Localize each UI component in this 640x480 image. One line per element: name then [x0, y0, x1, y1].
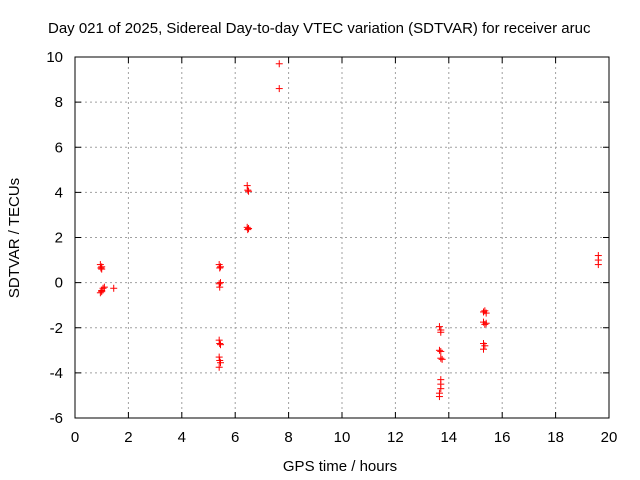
x-tick-label: 12	[387, 429, 404, 446]
data-point-plus	[435, 346, 443, 354]
x-tick-label: 0	[71, 429, 79, 446]
y-tick-label: 4	[55, 184, 63, 201]
y-tick-label: 8	[55, 94, 63, 111]
y-tick-label: -6	[50, 410, 63, 427]
data-point-plus	[217, 359, 225, 367]
x-tick-labels: 0 2 4 6 8 10 12 14 16 18 20	[71, 429, 618, 446]
data-point-plus	[97, 264, 105, 272]
data-point-plus	[215, 336, 223, 344]
data-point-plus	[217, 263, 225, 271]
y-tick-label: 6	[55, 139, 63, 156]
data-point-plus	[98, 288, 106, 296]
data-point-plus	[437, 385, 445, 393]
data-point-plus	[216, 340, 224, 348]
data-point-plus	[98, 265, 106, 273]
data-point-plus	[245, 187, 253, 195]
data-point-plus	[437, 347, 445, 355]
data-point-plus	[216, 264, 224, 272]
data-point-plus	[437, 354, 445, 362]
x-tick-label: 8	[284, 429, 292, 446]
data-point-plus	[110, 284, 118, 292]
y-tick-label: 10	[46, 49, 63, 66]
data-point-plus	[481, 342, 489, 350]
data-point-plus	[215, 353, 223, 361]
x-tick-label: 20	[601, 429, 618, 446]
data-point-plus	[275, 85, 283, 93]
data-point-plus	[99, 284, 107, 292]
data-point-plus	[482, 319, 490, 327]
y-tick-label: -4	[50, 365, 63, 382]
y-tick-label: 2	[55, 230, 63, 247]
y-axis-label: SDTVAR / TECUs	[6, 178, 23, 298]
data-point-plus	[438, 355, 446, 363]
data-point-plus	[244, 226, 252, 234]
data-point-plus	[244, 186, 252, 194]
y-tick-labels: -6 -4 -2 0 2 4 6 8 10	[46, 49, 63, 427]
data-point-plus	[215, 363, 223, 371]
y-tick-label: 0	[55, 275, 63, 292]
data-point-plus	[594, 261, 602, 269]
data-point-plus	[435, 323, 443, 331]
data-points	[96, 60, 602, 401]
y-tick-label: -2	[50, 320, 63, 337]
plot-frame	[74, 56, 610, 419]
grid-lines	[75, 57, 609, 418]
data-point-plus	[245, 224, 253, 232]
data-point-plus	[217, 279, 225, 287]
data-point-plus	[437, 328, 445, 336]
chart-title: Day 021 of 2025, Sidereal Day-to-day VTE…	[48, 20, 591, 37]
data-point-plus	[480, 345, 488, 353]
x-tick-label: 18	[547, 429, 564, 446]
data-point-plus	[243, 182, 251, 190]
data-point-plus	[215, 280, 223, 288]
data-point-plus	[481, 320, 489, 328]
data-point-plus	[435, 393, 443, 401]
x-tick-label: 2	[124, 429, 132, 446]
data-point-plus	[100, 283, 108, 291]
data-point-plus	[217, 341, 225, 349]
x-tick-label: 4	[178, 429, 186, 446]
x-tick-label: 16	[494, 429, 511, 446]
x-axis-label: GPS time / hours	[283, 458, 397, 475]
data-point-plus	[482, 309, 490, 317]
data-point-plus	[216, 283, 224, 291]
x-tick-label: 6	[231, 429, 239, 446]
data-point-plus	[275, 60, 283, 68]
x-tick-label: 10	[334, 429, 351, 446]
x-tick-label: 14	[440, 429, 457, 446]
